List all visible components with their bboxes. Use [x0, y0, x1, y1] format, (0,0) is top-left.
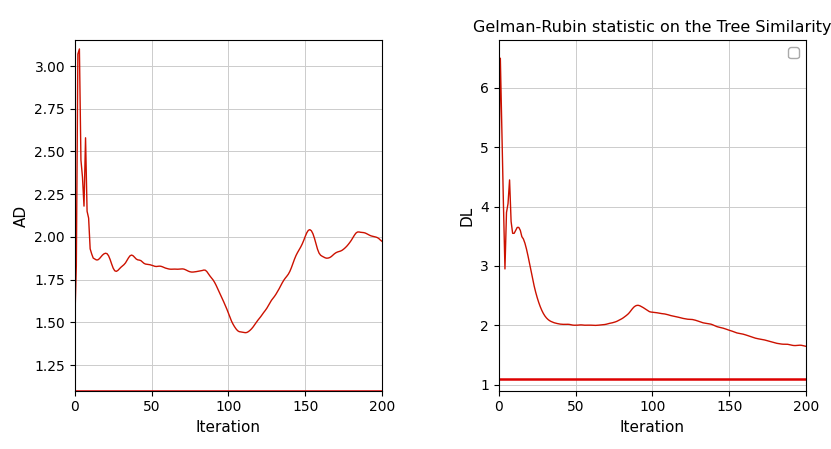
X-axis label: Iteration: Iteration	[620, 420, 685, 435]
Title: Gelman-Rubin statistic on the Tree Similarity: Gelman-Rubin statistic on the Tree Simil…	[473, 20, 831, 35]
Y-axis label: AD: AD	[14, 204, 29, 227]
Y-axis label: DL: DL	[460, 205, 475, 226]
X-axis label: Iteration: Iteration	[196, 420, 261, 435]
Legend: 	[788, 47, 799, 58]
